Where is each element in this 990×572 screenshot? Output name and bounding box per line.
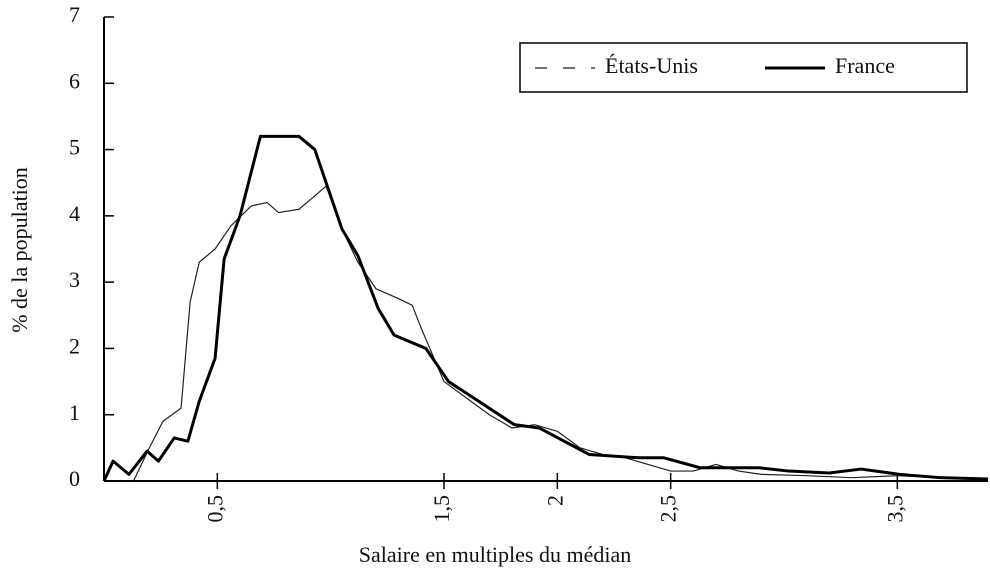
legend-box xyxy=(519,42,968,93)
x-tick-label: 2,5 xyxy=(656,495,681,523)
y-tick-label: 7 xyxy=(69,2,80,27)
legend-label: France xyxy=(835,53,895,78)
y-tick-label: 3 xyxy=(69,267,80,292)
x-axis-label: Salaire en multiples du médian xyxy=(359,542,632,567)
x-tick-label: 0,5 xyxy=(202,495,227,523)
legend-label: États-Unis xyxy=(605,53,698,78)
y-tick-label: 6 xyxy=(69,68,80,93)
y-tick-label: 0 xyxy=(69,466,80,491)
y-tick-label: 1 xyxy=(69,400,80,425)
y-tick-label: 5 xyxy=(69,135,80,160)
x-tick-label: 3,5 xyxy=(882,495,907,523)
y-tick-label: 2 xyxy=(69,333,80,358)
line-series xyxy=(102,134,989,482)
x-tick-label: 2 xyxy=(542,495,567,506)
y-tick-label: 4 xyxy=(69,201,80,226)
line-series xyxy=(132,185,989,482)
x-tick-label: 1,5 xyxy=(429,495,454,523)
y-axis-label: % de la population xyxy=(7,167,32,333)
